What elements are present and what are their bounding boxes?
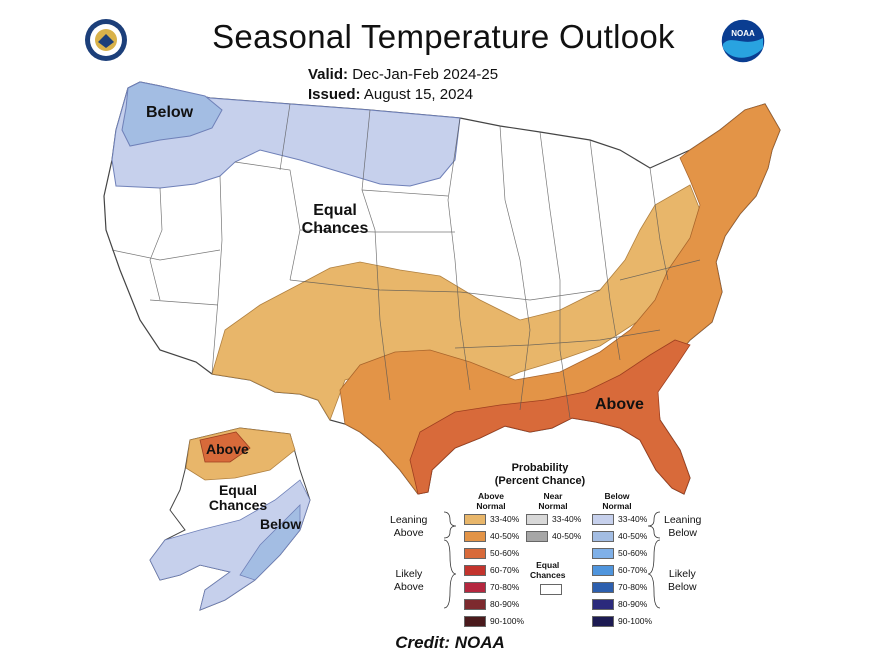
us-outlook-map <box>103 81 781 611</box>
below-header-2: Normal <box>602 500 632 511</box>
map-label-ak-equal: Equal Chances <box>204 482 272 514</box>
below-swatch-label: 90-100% <box>618 616 653 626</box>
below-header-1: Below <box>604 491 630 501</box>
near-header-1: Near <box>543 491 563 501</box>
equal-chances-line1: Equal <box>313 202 357 219</box>
leaning-above-1: Leaning <box>390 514 428 526</box>
above-swatch-label: 33-40% <box>490 514 520 524</box>
near-swatch <box>526 531 548 542</box>
leaning-above-label: Leaning Above <box>390 514 427 539</box>
below-normal-header: Below Normal <box>592 491 642 512</box>
above-swatch-label: 50-60% <box>490 548 520 558</box>
equal-chances-swatch <box>540 584 562 595</box>
alaska-below-inner <box>239 504 301 581</box>
outlook-figure: NOAA Seasonal Temperature Outlook Valid:… <box>85 18 781 652</box>
issued-line: Issued: August 15, 2024 <box>308 86 473 103</box>
near-normal-header: Near Normal <box>528 491 578 512</box>
legend-brackets <box>443 511 661 609</box>
map-label-above-se: Above <box>595 396 644 413</box>
alaska-above-inner <box>199 431 251 463</box>
likely-below-2: Below <box>668 580 697 593</box>
below-swatch-label: 70-80% <box>618 582 648 592</box>
above-swatch <box>464 531 486 542</box>
state-borders <box>111 103 701 419</box>
legend-title-line1: Probability <box>511 462 569 474</box>
issued-value: August 15, 2024 <box>363 86 474 103</box>
above-swatch <box>464 514 486 525</box>
above-swatch <box>464 616 486 627</box>
valid-value: Dec-Jan-Feb 2024-25 <box>352 66 499 83</box>
issued-label: Issued: <box>308 86 361 103</box>
below-swatch-label: 60-70% <box>618 565 648 575</box>
below-swatch <box>592 514 614 525</box>
below-swatch <box>592 616 614 627</box>
below-swatch <box>592 599 614 610</box>
map-label-equal-chances: Equal Chances <box>290 202 380 237</box>
above-swatch-label: 70-80% <box>490 582 520 592</box>
above-header-1: Above <box>478 491 504 501</box>
valid-line: Valid: Dec-Jan-Feb 2024-25 <box>308 66 498 83</box>
legend-title: Probability (Percent Chance) <box>380 462 700 487</box>
map-label-ak-below: Below <box>260 516 302 532</box>
likely-above-1: Likely <box>395 568 423 580</box>
below-swatch-label: 33-40% <box>618 514 648 524</box>
commerce-seal-icon <box>85 19 127 61</box>
leaning-below-1: Leaning <box>664 514 702 526</box>
likely-above-label: Likely Above <box>394 568 424 593</box>
above-swatch-label: 40-50% <box>490 531 520 541</box>
above-header-2: Normal <box>476 500 506 511</box>
above-swatch <box>464 582 486 593</box>
probability-legend: Probability (Percent Chance) Above Norma… <box>380 458 720 627</box>
equal-chances-legend-label: Equal Chances <box>530 560 565 580</box>
legend-title-line2: (Percent Chance) <box>494 474 586 487</box>
above-swatch <box>464 599 486 610</box>
above-swatch <box>464 565 486 576</box>
above-band-50-60 <box>409 339 691 495</box>
leaning-below-label: Leaning Below <box>664 514 701 539</box>
below-swatch <box>592 565 614 576</box>
likely-below-1: Likely <box>668 568 696 580</box>
near-swatch-label: 40-50% <box>552 531 582 541</box>
leaning-below-2: Below <box>668 526 697 539</box>
valid-label: Valid: <box>308 66 349 83</box>
above-swatch <box>464 548 486 559</box>
equal-legend-2: Chances <box>530 570 566 581</box>
map-label-ak-above: Above <box>206 441 249 457</box>
equal-chances-line2: Chances <box>301 219 369 237</box>
near-header-2: Normal <box>538 500 568 511</box>
below-swatch <box>592 548 614 559</box>
credit-text: Credit: NOAA <box>395 633 505 652</box>
ak-equal-line2: Chances <box>208 497 268 514</box>
above-normal-header: Above Normal <box>466 491 516 512</box>
below-swatch-label: 80-90% <box>618 599 648 609</box>
below-region-nw-inner <box>121 81 223 147</box>
below-swatch <box>592 531 614 542</box>
above-swatch-label: 90-100% <box>490 616 525 626</box>
likely-below-label: Likely Below <box>668 568 697 593</box>
svg-text:NOAA: NOAA <box>731 29 755 38</box>
ak-equal-line1: Equal <box>218 482 258 498</box>
noaa-logo-icon: NOAA <box>720 18 766 64</box>
equal-legend-1: Equal <box>536 560 560 570</box>
below-swatch-label: 50-60% <box>618 548 648 558</box>
likely-above-2: Above <box>394 580 424 593</box>
page-title: Seasonal Temperature Outlook <box>212 18 675 55</box>
near-swatch <box>526 514 548 525</box>
below-swatch-label: 40-50% <box>618 531 648 541</box>
near-swatch-label: 33-40% <box>552 514 582 524</box>
below-swatch <box>592 582 614 593</box>
map-label-below-nw: Below <box>146 104 194 121</box>
above-swatch-label: 60-70% <box>490 565 520 575</box>
above-swatch-label: 80-90% <box>490 599 520 609</box>
leaning-above-2: Above <box>393 526 424 539</box>
